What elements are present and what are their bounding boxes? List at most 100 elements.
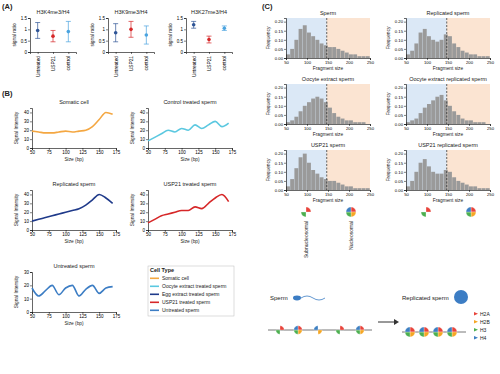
bar (324, 102, 328, 124)
tick-label: 175 (229, 232, 237, 237)
tick: 30 (24, 201, 32, 206)
bar (315, 174, 319, 190)
tick-label: 100 (178, 150, 186, 155)
tick-mark (184, 41, 186, 42)
error-cap (144, 25, 149, 26)
tick: 0.10 (395, 170, 406, 175)
tick-mark (146, 112, 148, 113)
axis-line (284, 19, 287, 59)
tick-mark (28, 18, 30, 19)
tick-label: 0.05 (275, 113, 284, 118)
tick-mark (28, 41, 30, 42)
tick-mark (404, 97, 406, 98)
bar (362, 56, 366, 58)
nucleosomal-shade (447, 150, 490, 190)
bar (414, 172, 418, 190)
legend-swatch (150, 277, 159, 279)
tick-mark (146, 139, 148, 140)
tick-mark (106, 18, 108, 19)
tick: 125 (195, 230, 203, 237)
bar (307, 163, 311, 190)
tick-label: 125 (79, 150, 87, 155)
nucleosome (356, 326, 364, 334)
bar (307, 33, 311, 58)
histone (351, 212, 356, 217)
tick-label: 0.5 (177, 39, 184, 44)
axis-line (106, 19, 109, 53)
tick-mark (146, 130, 148, 131)
bar (362, 188, 366, 190)
x-axis-title: Fragment size (313, 132, 344, 137)
legend-swatch (150, 285, 159, 287)
bar (290, 49, 294, 58)
tick: 75 (163, 230, 169, 237)
tick-mark (404, 22, 406, 23)
tick: 0.05 (395, 179, 406, 184)
bar (294, 40, 298, 58)
tick-label: 150 (212, 150, 220, 155)
y-axis: 0.000.050.100.150.20 (395, 19, 407, 61)
tick-mark (184, 29, 186, 30)
tick: 200 (346, 58, 354, 65)
tick-mark (209, 52, 210, 54)
x-axis-title: Size (bp) (64, 157, 84, 162)
bar (303, 106, 307, 124)
tick: 100 (424, 124, 432, 131)
tick: 0.10 (275, 104, 286, 109)
axis-line (30, 273, 33, 313)
tick-mark (30, 221, 32, 222)
bar (345, 186, 349, 190)
bar (341, 119, 345, 124)
tick-label: 0.15 (395, 29, 404, 34)
tick-label: 50 (404, 126, 409, 131)
bar (307, 102, 311, 124)
bar (366, 124, 370, 125)
histone-key (474, 320, 478, 324)
tick: 0.15 (395, 95, 406, 100)
y-axis-title: Frequency (386, 158, 391, 181)
tick-mark (284, 49, 286, 50)
tick-label: 200 (466, 126, 474, 131)
chart-title: USP21 replicated sperm (418, 142, 478, 148)
histone (466, 212, 471, 217)
bar (469, 54, 473, 58)
diagram: SubnucleosomalNucleosomalSpermReplicated… (268, 207, 490, 341)
tick-mark (284, 172, 286, 173)
histone (410, 332, 415, 337)
tick-mark (30, 299, 32, 300)
histone (351, 207, 356, 212)
tick: 20 (24, 210, 32, 215)
tick-label: 100 (62, 150, 70, 155)
tick-label: 50 (30, 314, 36, 319)
bar (414, 43, 418, 58)
tick: 0.15 (275, 161, 286, 166)
tick-mark (30, 121, 32, 122)
tick: 0.10 (275, 38, 286, 43)
tick-mark (30, 312, 32, 313)
nucleosome (433, 327, 443, 337)
chart: 0.000.050.100.150.2050100150200250Oocyte… (386, 76, 495, 137)
plot-area (32, 285, 113, 296)
chart: 0.000.050.100.150.2050100150200250USP21 … (266, 142, 375, 203)
histone (452, 332, 457, 337)
tick-label: 150 (96, 314, 104, 319)
legend-label: Somatic cell (162, 275, 189, 281)
histone (280, 326, 284, 330)
histone (336, 330, 340, 334)
y-axis-title: Signal Intensity (14, 111, 19, 144)
tick: 1 (24, 27, 30, 32)
tick-label: 75 (47, 232, 53, 237)
tick: 175 (229, 230, 237, 237)
chart-title: Control treated sperm (163, 99, 217, 105)
tick-mark (146, 203, 148, 204)
chart-title: Untreated sperm (54, 263, 95, 269)
tick-label: 0.00 (395, 122, 404, 127)
tick-label: 50 (284, 192, 289, 197)
histone (298, 326, 302, 330)
subnucleosomal-shade (406, 150, 447, 190)
bar (311, 36, 315, 58)
histone (471, 207, 476, 212)
bar (328, 108, 332, 124)
column-label: Nucleosomal (348, 221, 354, 250)
tick: 175 (229, 148, 237, 155)
